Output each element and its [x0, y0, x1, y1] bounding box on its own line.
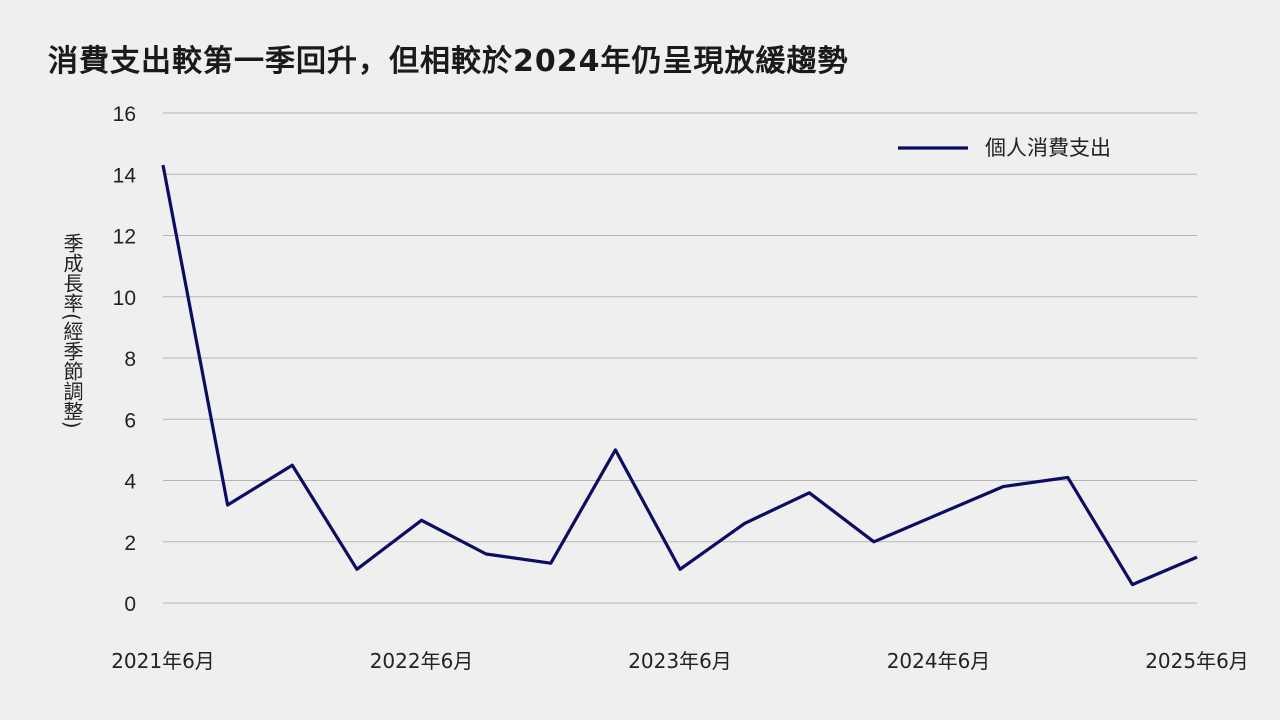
y-tick-10: 10 [113, 287, 136, 310]
x-tick-2023Q2: 2023年6月 [628, 649, 732, 673]
y-tick-0: 0 [124, 593, 136, 616]
series-line-0 [161, 164, 1198, 587]
x-tick-2025Q2: 2025年6月 [1145, 649, 1249, 673]
y-axis-label: 季成長率(經季節調整) [60, 233, 84, 429]
y-tick-labels: 0 2 4 6 8 10 12 14 16 [113, 103, 137, 616]
x-tick-labels: 2021年6月 2022年6月 2023年6月 2024年6月 2025年6月 [111, 649, 1249, 673]
y-tick-8: 8 [124, 348, 136, 371]
x-tick-2022Q2: 2022年6月 [370, 649, 474, 673]
y-tick-16: 16 [113, 103, 136, 126]
chart-title: 消費支出較第一季回升，但相較於2024年仍呈現放緩趨勢 [48, 44, 849, 79]
x-tick-2024Q2: 2024年6月 [887, 649, 991, 673]
legend: 個人消費支出 [898, 136, 1111, 160]
y-tick-12: 12 [113, 226, 136, 249]
y-tick-2: 2 [124, 532, 136, 555]
grid-lines [163, 112, 1197, 604]
series-lines [161, 164, 1198, 587]
legend-label: 個人消費支出 [985, 136, 1111, 160]
y-tick-4: 4 [124, 471, 136, 494]
y-tick-6: 6 [124, 409, 136, 432]
x-tick-2021Q2: 2021年6月 [111, 649, 215, 673]
y-tick-14: 14 [113, 164, 137, 187]
